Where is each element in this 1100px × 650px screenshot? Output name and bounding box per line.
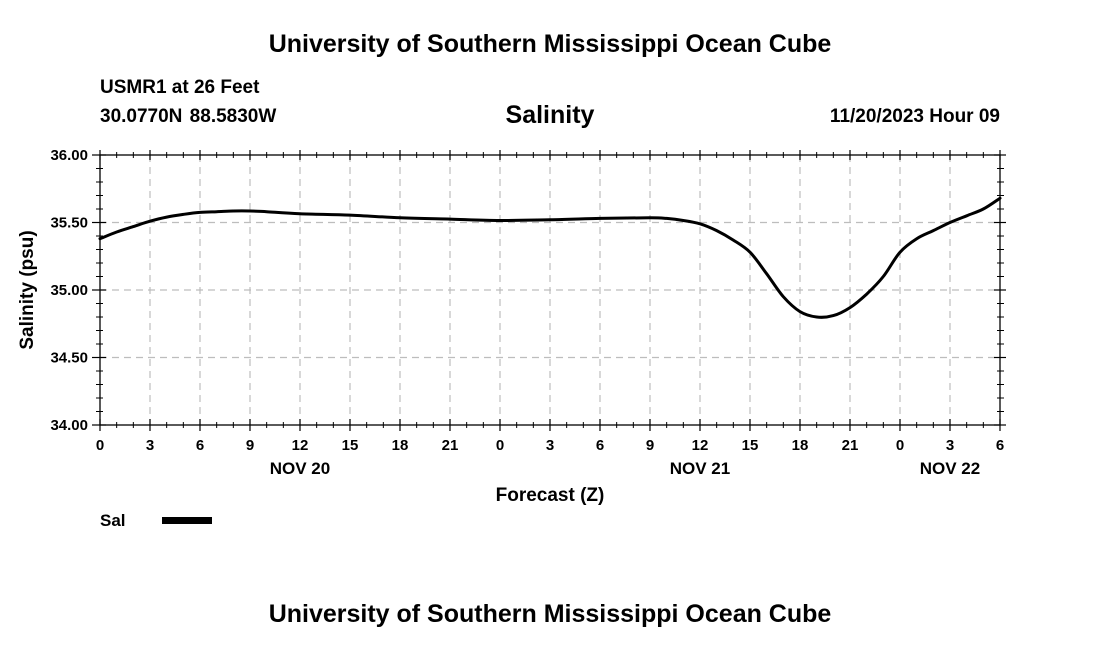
x-tick-label: 21 <box>842 437 859 454</box>
x-tick-label: 18 <box>792 437 809 454</box>
series-line-sal <box>98 196 1002 319</box>
grid-layer <box>100 155 1000 425</box>
x-tick-label: 0 <box>896 437 904 454</box>
station-name: USMR1 at 26 Feet <box>100 77 260 98</box>
x-tick-label: 9 <box>246 437 254 454</box>
legend-swatch <box>162 517 212 524</box>
x-tick-label: 6 <box>996 437 1004 454</box>
date-label: NOV 20 <box>270 459 330 478</box>
x-tick-label: 21 <box>442 437 459 454</box>
x-tick-label: 0 <box>96 437 104 454</box>
y-tick-label: 35.00 <box>50 282 88 299</box>
date-label: NOV 22 <box>920 459 980 478</box>
salinity-chart: 0 3 6 9 12 15 18 21 0 3 6 9 12 15 18 21 0 3 6 34.00 34.50 35.… <box>17 147 1006 530</box>
x-tick-label: 3 <box>546 437 554 454</box>
x-tick-label: 12 <box>692 437 709 454</box>
x-tick-label: 18 <box>392 437 409 454</box>
x-tick-label: 12 <box>292 437 309 454</box>
date-label: NOV 21 <box>670 459 730 478</box>
chart-title: Salinity <box>505 101 595 129</box>
x-tick-label: 15 <box>342 437 359 454</box>
forecast-timestamp: 11/20/2023 Hour 09 <box>829 106 1000 127</box>
y-tick-label: 36.00 <box>50 147 88 164</box>
y-tick-label: 35.50 <box>50 215 88 232</box>
x-tick-label: 9 <box>646 437 654 454</box>
station-coords: 30.0770N 88.5830W <box>100 106 277 127</box>
x-tick-label: 15 <box>742 437 759 454</box>
y-tick-label: 34.00 <box>50 417 88 434</box>
x-tick-label: 6 <box>196 437 204 454</box>
legend-label: Sal <box>100 511 126 530</box>
label-layer: 0 3 6 9 12 15 18 21 0 3 6 9 12 15 18 21 0 3 6 34.00 34.50 35.… <box>50 147 1004 478</box>
x-axis-label: Forecast (Z) <box>496 485 605 506</box>
page-title-top: University of Southern Mississippi Ocean… <box>268 30 832 58</box>
plot-frame <box>99 154 1001 426</box>
y-axis-label: Salinity (psu) <box>17 230 38 349</box>
x-tick-label: 0 <box>496 437 504 454</box>
x-tick-label: 6 <box>596 437 604 454</box>
page-title-bottom: University of Southern Mississippi Ocean… <box>268 600 832 628</box>
x-tick-label: 3 <box>946 437 954 454</box>
x-tick-label: 3 <box>146 437 154 454</box>
y-tick-label: 34.50 <box>50 350 88 367</box>
